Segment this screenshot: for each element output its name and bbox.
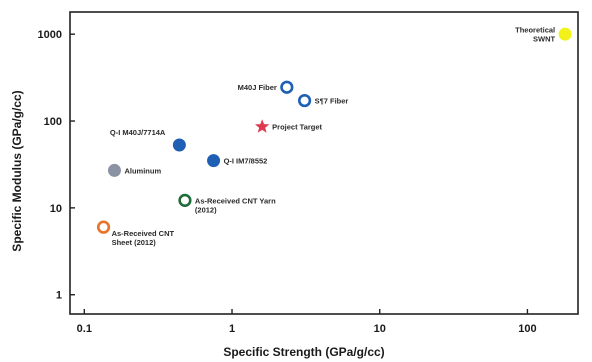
as-received-cnt-yarn-label: (2012)	[195, 205, 217, 214]
as-received-cnt-sheet-label: As-Received CNT	[112, 229, 175, 238]
x-tick-label: 100	[518, 323, 536, 335]
y-axis-title: Specific Modulus (GPa/g/cc)	[10, 90, 24, 251]
x-tick-label: 10	[374, 323, 386, 335]
y-tick-label: 10	[50, 203, 62, 215]
x-tick-label: 0.1	[77, 323, 92, 335]
qi-im7-8552-label: Q-I IM7/8552	[224, 157, 268, 166]
ss7-fiber-label: S¶7 Fiber	[315, 97, 349, 106]
m40j-fiber-label: M40J Fiber	[238, 83, 277, 92]
as-received-cnt-sheet-marker	[96, 220, 111, 234]
theoretical-swnt-marker	[558, 27, 572, 41]
project-target-marker	[255, 119, 270, 133]
x-axis-title: Specific Strength (GPa/g/cc)	[223, 345, 384, 359]
qi-im7-8552-marker	[207, 154, 221, 168]
plot-frame	[69, 11, 579, 315]
y-tick-label: 1000	[38, 29, 62, 41]
ss7-fiber-marker	[297, 93, 312, 108]
aluminum-marker	[107, 163, 121, 177]
as-received-cnt-yarn-marker	[178, 193, 192, 207]
as-received-cnt-sheet-label: Sheet (2012)	[112, 238, 157, 247]
project-target-label: Project Target	[272, 123, 322, 132]
qi-m40j-7714a-label: Q-I M40J/7714A	[110, 128, 166, 137]
qi-m40j-7714a-marker	[172, 138, 186, 152]
aluminum-label: Aluminum	[124, 166, 161, 175]
theoretical-swnt-label: Theoretical	[515, 26, 555, 35]
m40j-fiber-marker	[280, 80, 294, 94]
y-tick-label: 100	[44, 116, 62, 128]
x-tick-label: 1	[229, 323, 235, 335]
y-tick-label: 1	[56, 290, 62, 302]
theoretical-swnt-label: SWNT	[533, 35, 555, 44]
as-received-cnt-yarn-label: As-Received CNT Yarn	[195, 196, 276, 205]
